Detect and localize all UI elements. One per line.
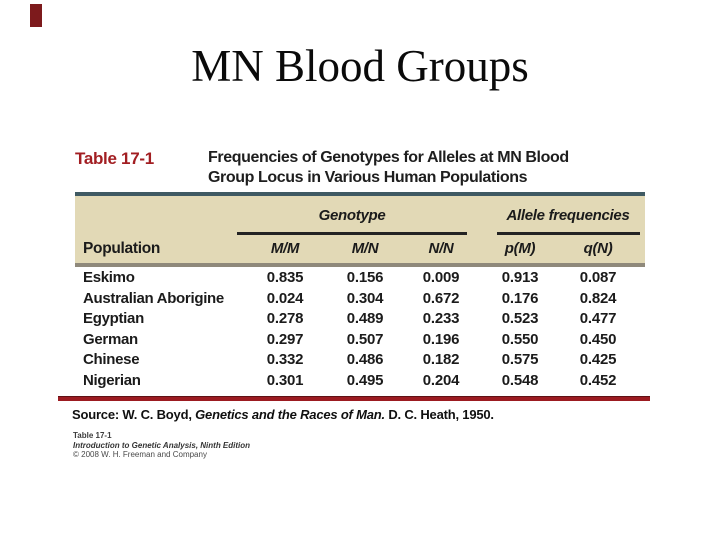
mn-cell: 0.156 xyxy=(346,269,384,286)
mm-cell: 0.835 xyxy=(266,269,304,286)
genotype-group-header: Genotype xyxy=(318,207,386,224)
qn-cell: 0.450 xyxy=(579,330,617,348)
pm-cell: 0.548 xyxy=(501,371,539,389)
credits-book-title: Introduction to Genetic Analysis, Ninth … xyxy=(73,440,251,450)
table-row: Chinese 0.332 0.486 0.182 0.575 0.425 xyxy=(75,351,645,372)
population-cell: Chinese xyxy=(83,351,140,368)
mm-cell: 0.332 xyxy=(266,351,304,368)
credits-table-number: Table 17-1 xyxy=(73,431,112,440)
slide-title: MN Blood Groups xyxy=(191,41,529,91)
population-cell: Egyptian xyxy=(83,310,144,327)
source-author: W. C. Boyd, xyxy=(119,407,196,422)
table-body: Eskimo 0.835 0.156 0.009 0.913 0.087 Aus… xyxy=(75,269,645,392)
bottom-rule xyxy=(58,396,650,401)
column-header-mn: M/N xyxy=(351,240,379,257)
top-rule xyxy=(75,192,645,196)
table-caption: Frequencies of Genotypes for Alleles at … xyxy=(208,148,569,188)
credits-block: Table 17-1 Introduction to Genetic Analy… xyxy=(73,431,250,460)
qn-cell: 0.087 xyxy=(579,269,617,286)
pm-cell: 0.550 xyxy=(501,330,539,348)
allele-frequencies-group-underline xyxy=(497,232,640,235)
source-publisher: D. C. Heath, 1950. xyxy=(384,407,494,422)
mn-cell: 0.486 xyxy=(346,351,384,368)
column-header-population: Population xyxy=(83,240,161,257)
qn-cell: 0.824 xyxy=(579,289,617,307)
source-book-title: Genetics and the Races of Man. xyxy=(195,407,385,422)
allele-frequencies-group-header: Allele frequencies xyxy=(506,207,630,224)
nn-cell: 0.672 xyxy=(422,289,460,307)
column-header-qn: q(N) xyxy=(583,240,613,257)
table-row: German 0.297 0.507 0.196 0.550 0.450 xyxy=(75,331,645,352)
qn-cell: 0.477 xyxy=(579,310,617,327)
table-row: Australian Aborigine 0.024 0.304 0.672 0… xyxy=(75,290,645,311)
column-header-mm: M/M xyxy=(270,240,300,257)
source-line: Source: W. C. Boyd, Genetics and the Rac… xyxy=(72,407,494,422)
pm-cell: 0.913 xyxy=(501,269,539,286)
nn-cell: 0.009 xyxy=(422,269,460,286)
qn-cell: 0.425 xyxy=(579,351,617,368)
mm-cell: 0.301 xyxy=(266,371,304,389)
population-cell: Australian Aborigine xyxy=(83,289,224,307)
source-label: Source: xyxy=(72,407,120,422)
table-row: Egyptian 0.278 0.489 0.233 0.523 0.477 xyxy=(75,310,645,331)
mn-cell: 0.495 xyxy=(346,371,384,389)
nn-cell: 0.196 xyxy=(422,330,460,348)
mn-cell: 0.507 xyxy=(346,330,384,348)
mn-cell: 0.489 xyxy=(346,310,384,327)
population-cell: Eskimo xyxy=(83,269,135,286)
pm-cell: 0.575 xyxy=(501,351,539,368)
table-caption-line1: Frequencies of Genotypes for Alleles at … xyxy=(208,149,569,166)
qn-cell: 0.452 xyxy=(579,371,617,389)
population-cell: Nigerian xyxy=(83,371,141,389)
nn-cell: 0.204 xyxy=(422,371,460,389)
genotype-group-underline xyxy=(237,232,467,235)
population-cell: German xyxy=(83,330,138,348)
mm-cell: 0.297 xyxy=(266,330,304,348)
nn-cell: 0.233 xyxy=(422,310,460,327)
mm-cell: 0.024 xyxy=(266,289,304,307)
header-separator-rule xyxy=(75,263,645,267)
table-row: Nigerian 0.301 0.495 0.204 0.548 0.452 xyxy=(75,372,645,393)
pm-cell: 0.176 xyxy=(501,289,539,307)
pm-cell: 0.523 xyxy=(501,310,539,327)
mn-cell: 0.304 xyxy=(346,289,384,307)
column-header-pm: p(M) xyxy=(504,240,536,257)
column-header-nn: N/N xyxy=(428,240,454,257)
credits-copyright: © 2008 W. H. Freeman and Company xyxy=(73,450,207,459)
table-caption-line2: Group Locus in Various Human Populations xyxy=(208,169,528,186)
nn-cell: 0.182 xyxy=(422,351,460,368)
table-header-panel: Genotype Allele frequencies Population M… xyxy=(75,196,645,263)
slide-accent-mark xyxy=(30,4,42,27)
table-row: Eskimo 0.835 0.156 0.009 0.913 0.087 xyxy=(75,269,645,290)
table-number-label: Table 17-1 xyxy=(75,149,154,168)
mm-cell: 0.278 xyxy=(266,310,304,327)
